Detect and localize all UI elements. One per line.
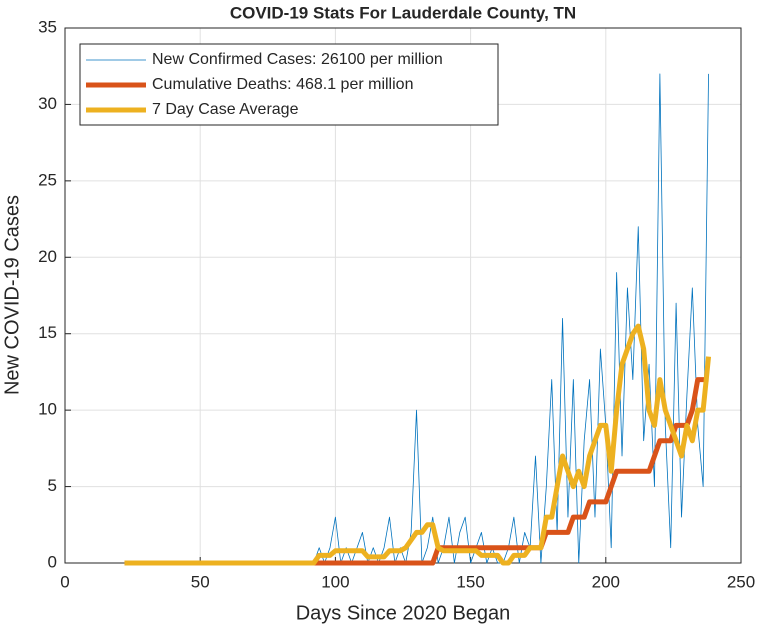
- y-tick-label: 15: [38, 323, 57, 342]
- x-tick-label: 0: [60, 572, 69, 591]
- x-tick-label: 150: [456, 572, 484, 591]
- y-tick-label: 10: [38, 400, 57, 419]
- x-tick-label: 100: [321, 572, 349, 591]
- series-line: [124, 323, 712, 566]
- y-tick-label: 25: [38, 170, 57, 189]
- x-tick-label: 200: [592, 572, 620, 591]
- y-tick-label: 35: [38, 17, 57, 36]
- y-tick-label: 20: [38, 247, 57, 266]
- y-tick-label: 30: [38, 94, 57, 113]
- legend-label: New Confirmed Cases: 26100 per million: [152, 51, 443, 68]
- x-tick-label: 250: [727, 572, 755, 591]
- x-tick-label: 50: [191, 572, 210, 591]
- chart-title: COVID-19 Stats For Lauderdale County, TN: [230, 3, 576, 22]
- legend-box: [79, 43, 499, 126]
- y-tick-label: 5: [48, 476, 57, 495]
- legend-label: 7 Day Case Average: [152, 101, 299, 118]
- y-axis-label: New COVID-19 Cases: [1, 195, 23, 395]
- x-axis-label: Days Since 2020 Began: [296, 602, 511, 624]
- y-tick-label: 0: [48, 552, 57, 571]
- legend-label: Cumulative Deaths: 468.1 per million: [152, 76, 413, 93]
